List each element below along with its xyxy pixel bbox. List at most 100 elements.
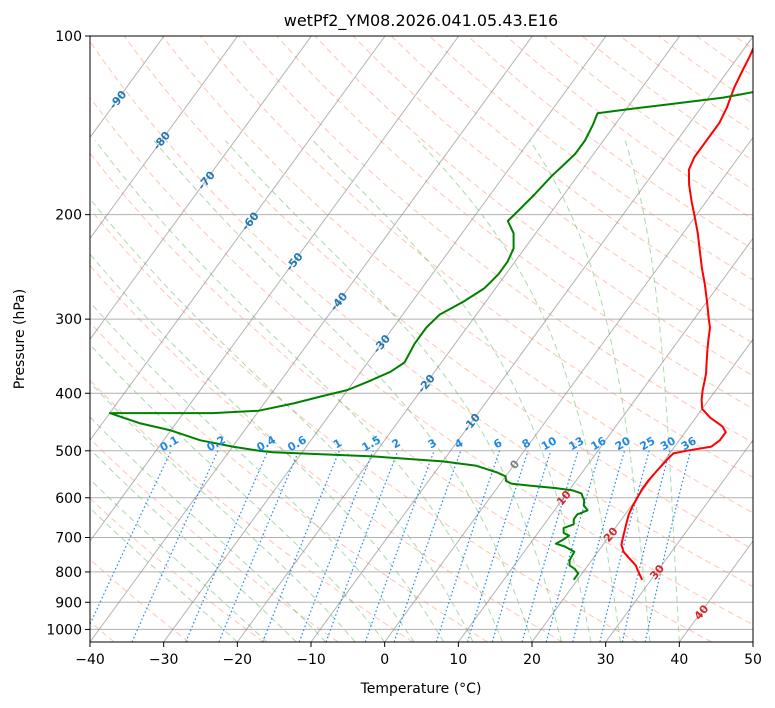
y-tick-label: 400 xyxy=(55,386,82,402)
x-tick-label: 20 xyxy=(523,652,541,668)
x-tick-label: 0 xyxy=(380,652,389,668)
x-tick-label: 40 xyxy=(670,652,688,668)
mixing-ratio-label: 8 xyxy=(520,436,533,451)
y-tick-label: 700 xyxy=(55,531,82,547)
y-tick-label: 100 xyxy=(55,29,82,45)
x-tick-label: 50 xyxy=(744,652,762,668)
mixing-ratio-label: 3 xyxy=(426,436,439,451)
x-tick-label: −30 xyxy=(149,652,179,668)
plot-area: 0.1 0.2 0.4 0.6 1 1.5 2 3 4 6 8 10 13 16 20 25 30 36 -100… xyxy=(62,36,753,642)
dry-adiabat-line xyxy=(276,36,753,410)
pressure-gridlines xyxy=(90,36,753,630)
isotherm-line xyxy=(90,36,312,341)
x-tick-label: −10 xyxy=(296,652,326,668)
moist-adiabat-line xyxy=(90,478,268,642)
mixing-ratio-line xyxy=(185,450,269,642)
dry-adiabat-line xyxy=(161,36,753,514)
isotherm-line xyxy=(90,36,239,240)
dry-adiabat-line xyxy=(467,36,753,251)
mixing-ratio-line xyxy=(90,450,172,626)
isotherm-line xyxy=(531,338,753,642)
mixing-ratio-label: 2 xyxy=(390,436,403,451)
dewpoint-line xyxy=(108,91,753,581)
mixing-ratio-lines xyxy=(90,450,692,642)
isotherm-line xyxy=(90,36,386,442)
moist-adiabat-line xyxy=(417,140,621,642)
temperature-line xyxy=(620,46,753,581)
isotherm-line xyxy=(752,641,753,642)
mixing-ratio-line xyxy=(491,450,552,642)
mixing-ratio-line xyxy=(621,450,671,642)
y-axis: 100 200 300 400 500 600 700 800 900 1000 xyxy=(46,29,90,638)
plot-frame xyxy=(89,35,754,643)
moist-adiabat-line xyxy=(90,507,238,642)
y-tick-label: 200 xyxy=(55,208,82,224)
dry-adiabat-line xyxy=(429,36,753,281)
isotherm-label: 0 xyxy=(507,457,522,471)
y-tick-label: 800 xyxy=(55,565,82,581)
x-tick-label: −20 xyxy=(223,652,253,668)
mixing-ratio-line xyxy=(545,450,601,642)
mixing-ratio-line xyxy=(435,450,501,642)
y-tick-label: 900 xyxy=(55,595,82,611)
isotherm-label: -70 xyxy=(195,168,218,192)
moist-adiabat-line xyxy=(529,140,651,642)
moist-adiabat-line xyxy=(90,197,474,642)
isotherm-label: 20 xyxy=(601,525,621,545)
x-axis-label: Temperature (°C) xyxy=(360,681,482,697)
dry-adiabat-line xyxy=(90,152,712,642)
isotherm-label: -20 xyxy=(415,372,438,396)
isotherm-label: 30 xyxy=(647,562,667,582)
y-tick-label: 600 xyxy=(55,491,82,507)
dry-adiabat-line xyxy=(352,36,753,344)
mixing-ratio-line xyxy=(218,450,300,642)
dry-adiabat-line xyxy=(90,96,753,626)
isotherm-label: 40 xyxy=(692,602,712,622)
mixing-ratio-line xyxy=(364,450,435,642)
dry-adiabat-line xyxy=(734,36,753,50)
moist-adiabat-line xyxy=(90,416,327,642)
isotherm-label: -100 xyxy=(62,41,90,71)
dry-adiabat-line xyxy=(90,497,264,642)
dry-adiabat-line xyxy=(90,208,638,642)
isotherm-line xyxy=(90,36,533,642)
dry-adiabat-line xyxy=(90,558,190,642)
mixing-ratio-label: 6 xyxy=(491,436,504,451)
mixing-ratio-line xyxy=(644,450,692,642)
dry-adiabat-line xyxy=(543,36,753,191)
sounding-series xyxy=(108,46,753,581)
chart-title: wetPf2_YM08.2026.041.05.43.E16 xyxy=(284,11,558,31)
mixing-ratio-line xyxy=(599,450,650,642)
dry-adiabat-line xyxy=(90,437,339,642)
dry-adiabat-line xyxy=(90,264,563,642)
isotherm-line xyxy=(457,237,753,642)
mixing-ratio-line xyxy=(393,450,462,642)
isotherm-label: -10 xyxy=(460,411,483,435)
skewed-isotherms xyxy=(90,36,753,642)
mixing-ratio-line xyxy=(466,450,529,642)
x-axis: −40 −30 −20 −10 0 10 20 30 40 50 xyxy=(75,642,762,668)
isotherm-line xyxy=(384,136,753,642)
y-tick-label: 1000 xyxy=(46,622,82,638)
isotherm-line xyxy=(236,36,681,642)
moist-adiabat-line xyxy=(90,381,356,642)
mixing-ratio-label: 4 xyxy=(452,436,465,451)
dry-adiabat-line xyxy=(90,321,488,642)
isotherm-label: -40 xyxy=(328,290,351,314)
isotherm-label: -30 xyxy=(370,332,393,356)
mixing-ratio-line xyxy=(298,450,374,642)
isotherm-line xyxy=(310,36,753,642)
x-tick-label: −40 xyxy=(75,652,105,668)
y-tick-label: 500 xyxy=(55,444,82,460)
dry-adiabat-line xyxy=(238,36,753,444)
mixing-ratio-line xyxy=(521,450,579,642)
isotherm-line xyxy=(678,540,753,642)
isotherm-line xyxy=(163,36,607,642)
isotherm-label: -80 xyxy=(150,129,173,153)
mixing-ratio-line xyxy=(572,450,626,642)
x-tick-label: 30 xyxy=(597,652,615,668)
x-tick-label: 10 xyxy=(449,652,467,668)
y-tick-label: 300 xyxy=(55,312,82,328)
